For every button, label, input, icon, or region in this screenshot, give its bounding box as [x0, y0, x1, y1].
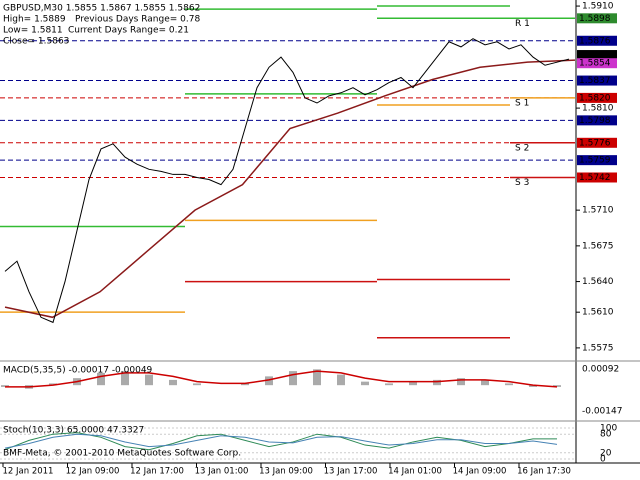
low: Low= 1.5811: [3, 26, 63, 36]
level-box: [577, 115, 617, 126]
macd-bar: [49, 383, 57, 386]
high: High= 1.5889: [3, 15, 66, 25]
macd-bar: [337, 374, 345, 386]
level-box: [577, 50, 617, 61]
symbol-line: GBPUSD,M30 1.5855 1.5867 1.5855 1.5862: [3, 4, 200, 14]
macd-bar: [553, 385, 561, 387]
level-box: [577, 13, 617, 24]
macd-bar: [433, 379, 441, 386]
y-tick-label: 1.5675: [582, 241, 614, 251]
pivot-name: R 1: [515, 19, 530, 29]
macd-bar: [385, 383, 393, 386]
level-label: 1.5820: [579, 93, 611, 103]
level-label: 1.5862: [579, 51, 611, 61]
macd-bar: [121, 371, 129, 386]
stoch-main: [4, 432, 557, 451]
macd-bar: [193, 383, 201, 386]
moving-average: [4, 59, 576, 319]
level-box: [577, 75, 617, 86]
stoch-tick-label: 100: [600, 424, 617, 434]
level-label: 1.5776: [579, 138, 611, 148]
y-tick-label: 1.5910: [582, 2, 614, 12]
macd-bar: [169, 379, 177, 386]
macd-bar: [529, 385, 537, 387]
macd-bar: [265, 376, 273, 386]
macd-bar: [505, 383, 513, 386]
current-range: Current Days Range= 0.21: [68, 26, 189, 36]
macd-label: MACD(5,35,5) -0.00017 -0.00049: [3, 366, 153, 376]
x-tick-label: 13 Jan 01:00: [195, 467, 249, 477]
x-tick-label: 12 Jan 2011: [3, 467, 54, 477]
x-tick-label: 13 Jan 17:00: [324, 467, 378, 477]
macd-bar: [145, 374, 153, 386]
level-box: [577, 155, 617, 166]
pivot-name: S 1: [515, 98, 529, 108]
level-box: [577, 172, 617, 183]
x-tick-label: 16 Jan 17:30: [517, 467, 571, 477]
macd-bar: [409, 381, 417, 386]
close: Close= 1.5863: [3, 37, 69, 47]
level-box: [577, 137, 617, 148]
x-tick-label: 13 Jan 09:00: [259, 467, 313, 477]
level-box: [577, 35, 617, 46]
stoch-label: Stoch(10,3,3) 65.0000 47.3327: [3, 426, 144, 436]
x-tick-label: 12 Jan 17:00: [130, 467, 184, 477]
level-label: 1.5876: [579, 36, 611, 46]
y-tick-label: 1.5640: [582, 277, 614, 287]
stoch-signal: [4, 433, 558, 449]
pivot-name: S 2: [515, 143, 529, 153]
macd-bar: [313, 369, 321, 386]
level-label: 1.5898: [579, 14, 611, 24]
macd-bar: [97, 372, 105, 386]
level-label: 1.5798: [579, 116, 611, 126]
level-label: 1.5837: [579, 76, 611, 86]
macd-bar: [481, 379, 489, 386]
macd-bar: [457, 378, 465, 386]
level-label: 1.5742: [579, 173, 611, 183]
previous-range: Previous Days Range= 0.78: [75, 15, 200, 25]
y-tick-label: 1.5710: [582, 206, 614, 216]
y-tick-label: 1.5575: [582, 343, 614, 353]
macd-bar: [241, 383, 249, 386]
y-tick-label: 1.5810: [582, 104, 614, 114]
macd-bar: [289, 371, 297, 386]
stoch-tick-label: 0: [600, 455, 606, 465]
macd-tick-label: 0.00092: [582, 365, 619, 375]
macd-signal: [5, 370, 558, 388]
copyright: BMF-Meta, © 2001-2010 MetaQuotes Softwar…: [3, 449, 241, 459]
stoch-tick-label: 20: [600, 448, 612, 458]
level-label: 1.5759: [579, 156, 611, 166]
y-tick-label: 1.5610: [582, 308, 614, 318]
stoch-tick-label: 80: [600, 430, 612, 440]
level-box: [577, 92, 617, 103]
price-line: [4, 38, 570, 324]
macd-bar: [1, 385, 9, 387]
macd-tick-label: -0.00147: [582, 407, 622, 417]
level-label: 1.5854: [579, 59, 611, 69]
macd-bar: [361, 381, 369, 386]
x-tick-label: 12 Jan 09:00: [66, 467, 120, 477]
x-tick-label: 14 Jan 09:00: [453, 467, 507, 477]
pivot-name: S 3: [515, 178, 529, 188]
level-box: [577, 58, 617, 69]
x-tick-label: 14 Jan 01:00: [388, 467, 442, 477]
